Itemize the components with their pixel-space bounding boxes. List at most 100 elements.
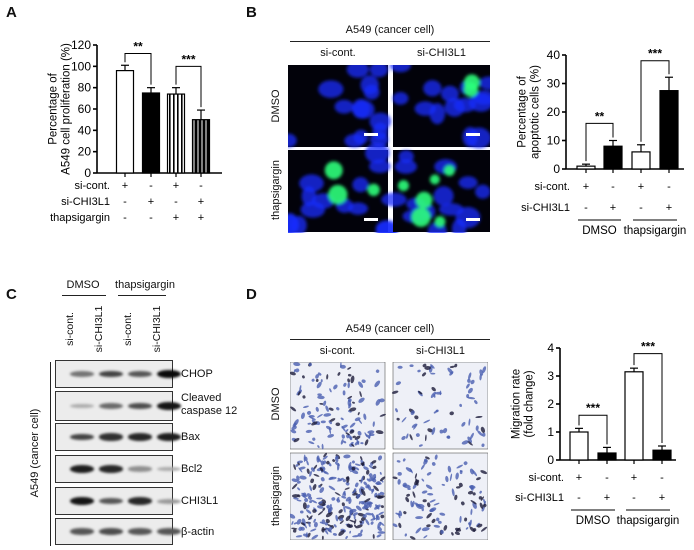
treatment-label: si-CHI3L1 xyxy=(521,202,570,214)
migrated-cell xyxy=(316,457,322,463)
nucleus xyxy=(344,133,365,148)
migrated-cell xyxy=(470,500,477,505)
y-tick-label: 4 xyxy=(547,341,554,355)
migrated-cell xyxy=(296,475,300,482)
nucleus xyxy=(381,192,407,207)
significance-stars: ** xyxy=(133,40,143,54)
migrated-cell xyxy=(371,460,377,464)
migrated-cell xyxy=(334,492,341,496)
y-tick-label: 30 xyxy=(547,77,561,91)
cell-line-label: A549 (cancer cell) xyxy=(29,408,41,498)
migrated-cell xyxy=(336,407,340,411)
migrated-cell xyxy=(292,529,297,533)
migrated-cell xyxy=(311,421,318,426)
protein-band xyxy=(99,370,123,378)
migrated-cell xyxy=(482,503,487,508)
nucleus xyxy=(352,177,369,193)
migrated-cell xyxy=(405,496,410,503)
nucleus xyxy=(429,103,446,125)
group-label: DMSO xyxy=(582,225,617,237)
migrated-cell xyxy=(431,462,436,466)
migrated-cell xyxy=(468,418,471,426)
migrated-cell xyxy=(357,430,362,436)
migrated-cell xyxy=(307,532,311,538)
migrated-cell xyxy=(340,362,342,369)
protein-band xyxy=(70,371,94,377)
group-label: thapsigargin xyxy=(617,515,680,527)
y-tick-label: 20 xyxy=(547,105,561,119)
migrated-cell xyxy=(459,403,462,408)
migrated-cell xyxy=(295,368,300,373)
y-tick-label: 3 xyxy=(547,369,554,383)
migrated-cell xyxy=(475,415,483,419)
migrated-cell xyxy=(429,499,436,503)
migrated-cell xyxy=(430,372,436,375)
migrated-cell xyxy=(315,406,319,412)
migrated-cell xyxy=(418,444,423,447)
migrated-cell xyxy=(366,478,371,482)
nucleus xyxy=(291,215,307,233)
nucleus xyxy=(453,97,477,113)
migrated-cell xyxy=(421,527,430,532)
migrated-cell xyxy=(338,509,343,514)
migrated-cell xyxy=(356,438,360,445)
migrated-cell xyxy=(425,456,430,460)
migrated-cell xyxy=(313,473,320,477)
y-axis-label-line: A549 cell proliferation (%) xyxy=(61,43,73,175)
migrated-cell xyxy=(391,390,399,394)
panel-b-row-label: DMSO xyxy=(270,89,282,123)
migrated-cell xyxy=(348,403,352,409)
migrated-cell xyxy=(477,430,483,436)
migrated-cell xyxy=(317,445,320,448)
migrated-cell xyxy=(325,405,329,412)
panel-label-b: B xyxy=(246,4,257,21)
migrated-cell xyxy=(355,467,360,471)
migrated-cell xyxy=(338,530,345,536)
migrated-cell xyxy=(335,422,341,427)
protein-band xyxy=(128,466,152,472)
migrated-cell xyxy=(296,518,302,525)
migrated-cell xyxy=(345,432,350,436)
migrated-cell xyxy=(429,508,435,513)
migrated-cell xyxy=(464,517,468,522)
protein-band xyxy=(157,498,181,504)
migrated-cell xyxy=(352,493,358,496)
migrated-cell xyxy=(467,436,473,443)
migrated-cell xyxy=(354,519,357,525)
migrated-cell xyxy=(333,384,338,390)
migrated-cell xyxy=(431,427,436,435)
y-tick-label: 10 xyxy=(547,134,561,148)
migrated-cell xyxy=(344,487,350,490)
migrated-cell xyxy=(308,496,313,500)
migrated-cell xyxy=(468,519,472,528)
treatment-sign: - xyxy=(660,472,664,484)
nucleus xyxy=(458,176,478,189)
migrated-cell xyxy=(311,534,319,540)
migrated-cell xyxy=(298,466,306,470)
migrated-cell xyxy=(480,526,488,532)
migrated-cell xyxy=(327,529,332,533)
migrated-cell xyxy=(414,473,418,479)
migrated-cell xyxy=(300,412,305,420)
migrated-cell xyxy=(325,518,330,524)
migrated-cell xyxy=(348,464,352,471)
protein-band xyxy=(70,403,94,409)
migrated-cell xyxy=(368,501,372,508)
significance-bracket xyxy=(640,60,670,142)
migrated-cell xyxy=(415,527,422,534)
migrated-cell xyxy=(410,500,413,508)
significance-stars: *** xyxy=(586,401,600,415)
migrated-cell xyxy=(365,518,370,526)
migrated-cell xyxy=(327,434,335,438)
migrated-cell xyxy=(349,422,356,428)
treatment-sign: - xyxy=(611,181,615,193)
migrated-cell xyxy=(456,464,464,469)
treatment-sign: + xyxy=(198,212,204,224)
migrated-cell xyxy=(459,470,463,475)
migrated-cell xyxy=(347,382,350,389)
migrated-cell xyxy=(411,423,417,428)
migrated-cell xyxy=(306,493,312,497)
migrated-cell xyxy=(291,527,298,530)
migrated-cell xyxy=(404,533,407,537)
